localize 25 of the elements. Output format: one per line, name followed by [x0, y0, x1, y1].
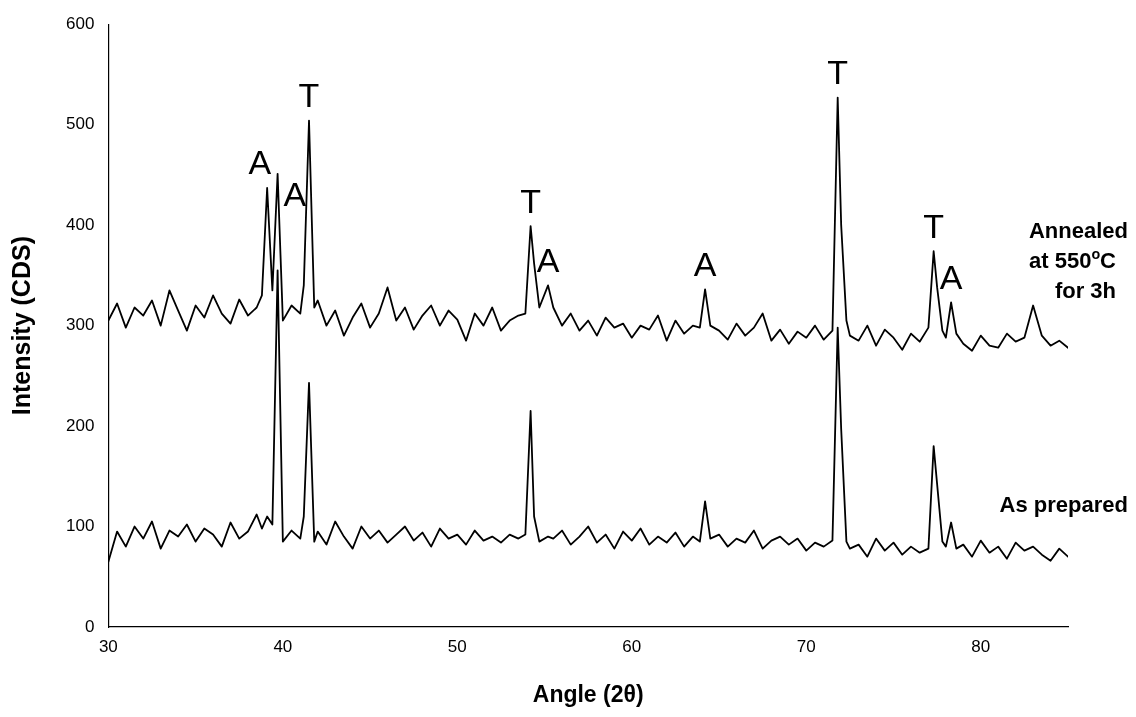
x-tick-label: 70 — [796, 636, 816, 656]
y-tick-label: 200 — [65, 415, 95, 435]
y-axis-title: Intensity (CDS) — [6, 236, 35, 416]
x-axis-title: Angle (2θ) — [532, 680, 644, 707]
annotation: A — [248, 143, 272, 182]
x-tick-label: 30 — [98, 636, 118, 656]
annotation: A — [693, 244, 717, 283]
annotation: A — [536, 240, 560, 279]
y-tick-label: 500 — [65, 114, 95, 134]
y-tick-label: 0 — [84, 616, 95, 636]
y-tick-label: 100 — [65, 516, 95, 536]
y-tick-label: 400 — [65, 214, 95, 234]
x-tick-label: 80 — [971, 636, 991, 656]
series-label: As prepared — [999, 491, 1129, 517]
annotation: T — [520, 181, 541, 220]
x-tick-label: 50 — [447, 636, 467, 656]
y-tick-label: 600 — [65, 13, 95, 33]
x-tick-label: 60 — [622, 636, 642, 656]
annotation: T — [923, 206, 945, 245]
annotation: A — [283, 175, 307, 214]
annotation: A — [939, 257, 963, 296]
annotation: T — [298, 76, 320, 115]
y-tick-label: 300 — [65, 315, 95, 335]
x-tick-label: 40 — [273, 636, 293, 656]
annotation: T — [827, 52, 849, 91]
